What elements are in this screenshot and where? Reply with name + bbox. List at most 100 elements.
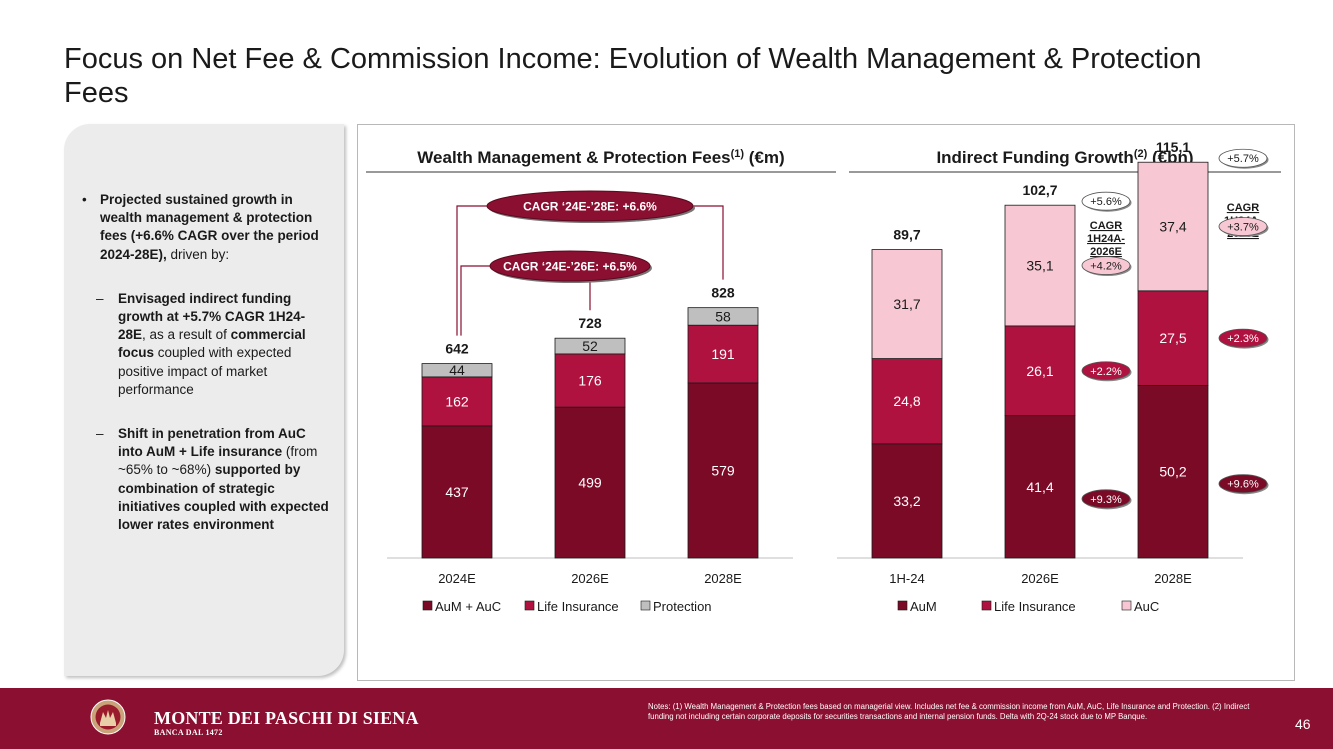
cagr-badge-label: +5.7% (1227, 153, 1259, 165)
bar-segment (1137, 161, 1209, 292)
chart-title-footnote: (1) (731, 148, 745, 160)
bar-segment (687, 382, 759, 559)
bar-segment (554, 337, 626, 355)
x-tick-label: 2028E (704, 571, 742, 586)
sub-bullet-bold: commercial focus (118, 327, 306, 361)
cagr-badge-label: +4.2% (1090, 261, 1122, 273)
cagr-badge (1081, 256, 1131, 275)
brand-tagline: BANCA DAL 1472 (154, 728, 223, 737)
cagr-label: CAGR ‘24E-’26E: +6.5% (503, 260, 637, 274)
dash-marker: – (96, 426, 104, 442)
x-tick-label: 2028E (1154, 571, 1192, 586)
cagr-badge (1218, 328, 1268, 348)
commentary-panel (64, 124, 344, 676)
bar-value-label: 41,4 (1026, 479, 1053, 495)
chart-1: Wealth Management & Protection Fees(1) (… (366, 148, 836, 614)
bar-segment (871, 249, 943, 359)
brand-name: MONTE DEI PASCHI DI SIENA (154, 708, 419, 728)
cagr-badge (1081, 489, 1131, 509)
page-title: Focus on Net Fee & Commission Income: Ev… (64, 43, 1202, 109)
cagr-badge (1081, 191, 1131, 211)
page-number: 46 (1295, 716, 1311, 732)
bar-segment (421, 425, 493, 559)
x-tick-label: 1H-24 (889, 571, 924, 586)
cagr-ellipse (489, 250, 651, 282)
sub-bullet-bold: Shift in penetration from AuC into AuM +… (118, 426, 306, 460)
bar-segment (687, 307, 759, 326)
cagr-badge-label: +2.2% (1090, 366, 1122, 378)
bar-segment (421, 363, 493, 378)
dash-marker: – (96, 290, 104, 306)
bar-value-label: 58 (715, 308, 731, 324)
cagr-header: 1H24A- (1087, 233, 1125, 245)
x-tick-label: 2024E (438, 571, 476, 586)
legend-swatch (422, 600, 433, 611)
bar-value-label: 176 (578, 373, 602, 389)
bar-value-label: 50,2 (1159, 464, 1186, 480)
legend-swatch (981, 600, 992, 611)
sub-bullet-bold: supported by combination of strategic in… (118, 462, 329, 533)
cagr-ellipse (486, 190, 694, 222)
chart-2: Indirect Funding Growth(2) (€bn)33,224,8… (837, 139, 1281, 614)
legend-label: Life Insurance (994, 599, 1076, 614)
chart-title-text: Wealth Management & Protection Fees (417, 148, 730, 167)
footer-bar (0, 688, 1333, 749)
cagr-badge-label: +3.7% (1227, 222, 1259, 234)
sub-bullet-bold: Envisaged indirect funding growth at +5.… (118, 290, 306, 343)
cagr-badge-label: +2.3% (1227, 333, 1259, 345)
legend-label: AuM (910, 599, 937, 614)
cagr-header: CAGR (1090, 220, 1122, 232)
legend-label: Life Insurance (537, 599, 619, 614)
bar-segment (554, 353, 626, 408)
bar-total-label: 89,7 (893, 227, 920, 243)
bar-total-label: 102,7 (1022, 182, 1057, 198)
bar-segment (1137, 290, 1209, 386)
bullet-item: • Projected sustained growth in wealth m… (82, 191, 332, 264)
bar-value-label: 31,7 (893, 296, 920, 312)
bar-value-label: 44 (449, 362, 465, 378)
bullet-rest: driven by: (166, 246, 230, 262)
bar-value-label: 37,4 (1159, 219, 1186, 235)
sub-bullet-text: coupled with expected positive impact of… (118, 345, 292, 397)
bar-segment (1004, 204, 1076, 327)
bar-value-label: 162 (445, 393, 469, 409)
bank-crest-icon (90, 699, 126, 735)
sub-bullet-text: (from ~65% to ~68%) (118, 444, 318, 478)
legend-swatch (640, 600, 651, 611)
bar-value-label: 35,1 (1026, 258, 1053, 274)
bar-value-label: 52 (582, 338, 598, 354)
bar-total-label: 728 (578, 315, 602, 331)
bar-segment (1004, 325, 1076, 417)
bar-value-label: 499 (578, 475, 602, 491)
bar-value-label: 33,2 (893, 493, 920, 509)
bar-segment (871, 443, 943, 559)
bar-value-label: 24,8 (893, 393, 920, 409)
bullet-bold: Projected sustained growth in wealth man… (100, 192, 319, 262)
chart-title-footnote: (2) (1134, 148, 1148, 160)
cagr-badge-label: +5.6% (1090, 196, 1122, 208)
cagr-badge (1218, 148, 1268, 168)
chart-title-unit: (€m) (744, 148, 785, 167)
bar-value-label: 579 (711, 462, 735, 478)
bar-total-label: 642 (445, 341, 469, 357)
sub-bullet-text: , as a result of (142, 327, 231, 343)
legend-swatch (1121, 600, 1132, 611)
bullet-marker: • (82, 192, 87, 207)
bar-value-label: 26,1 (1026, 363, 1053, 379)
bar-segment (1137, 384, 1209, 559)
sub-bullet-penetration: – Shift in penetration from AuC into AuM… (96, 425, 332, 534)
bar-segment (871, 358, 943, 445)
sub-bullet-funding: – Envisaged indirect funding growth at +… (96, 290, 332, 399)
x-tick-label: 2026E (571, 571, 609, 586)
cagr-badge (1218, 474, 1268, 494)
cagr-badge (1081, 361, 1131, 381)
chart-title: Wealth Management & Protection Fees(1) (… (417, 148, 784, 167)
legend-label: AuM + AuC (435, 599, 501, 614)
cagr-badge-label: +9.3% (1090, 494, 1122, 506)
legend-label: AuC (1134, 599, 1159, 614)
legend-label: Protection (653, 599, 712, 614)
bar-segment (687, 324, 759, 384)
bar-value-label: 191 (711, 346, 735, 362)
cagr-badge (1218, 217, 1268, 236)
